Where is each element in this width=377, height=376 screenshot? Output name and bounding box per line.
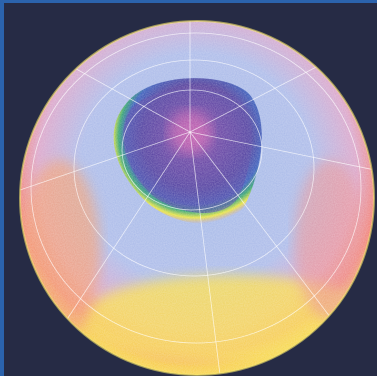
frame-left xyxy=(0,0,4,376)
globe-edge xyxy=(19,20,375,376)
graticule xyxy=(20,21,374,375)
frame-top xyxy=(0,0,377,3)
